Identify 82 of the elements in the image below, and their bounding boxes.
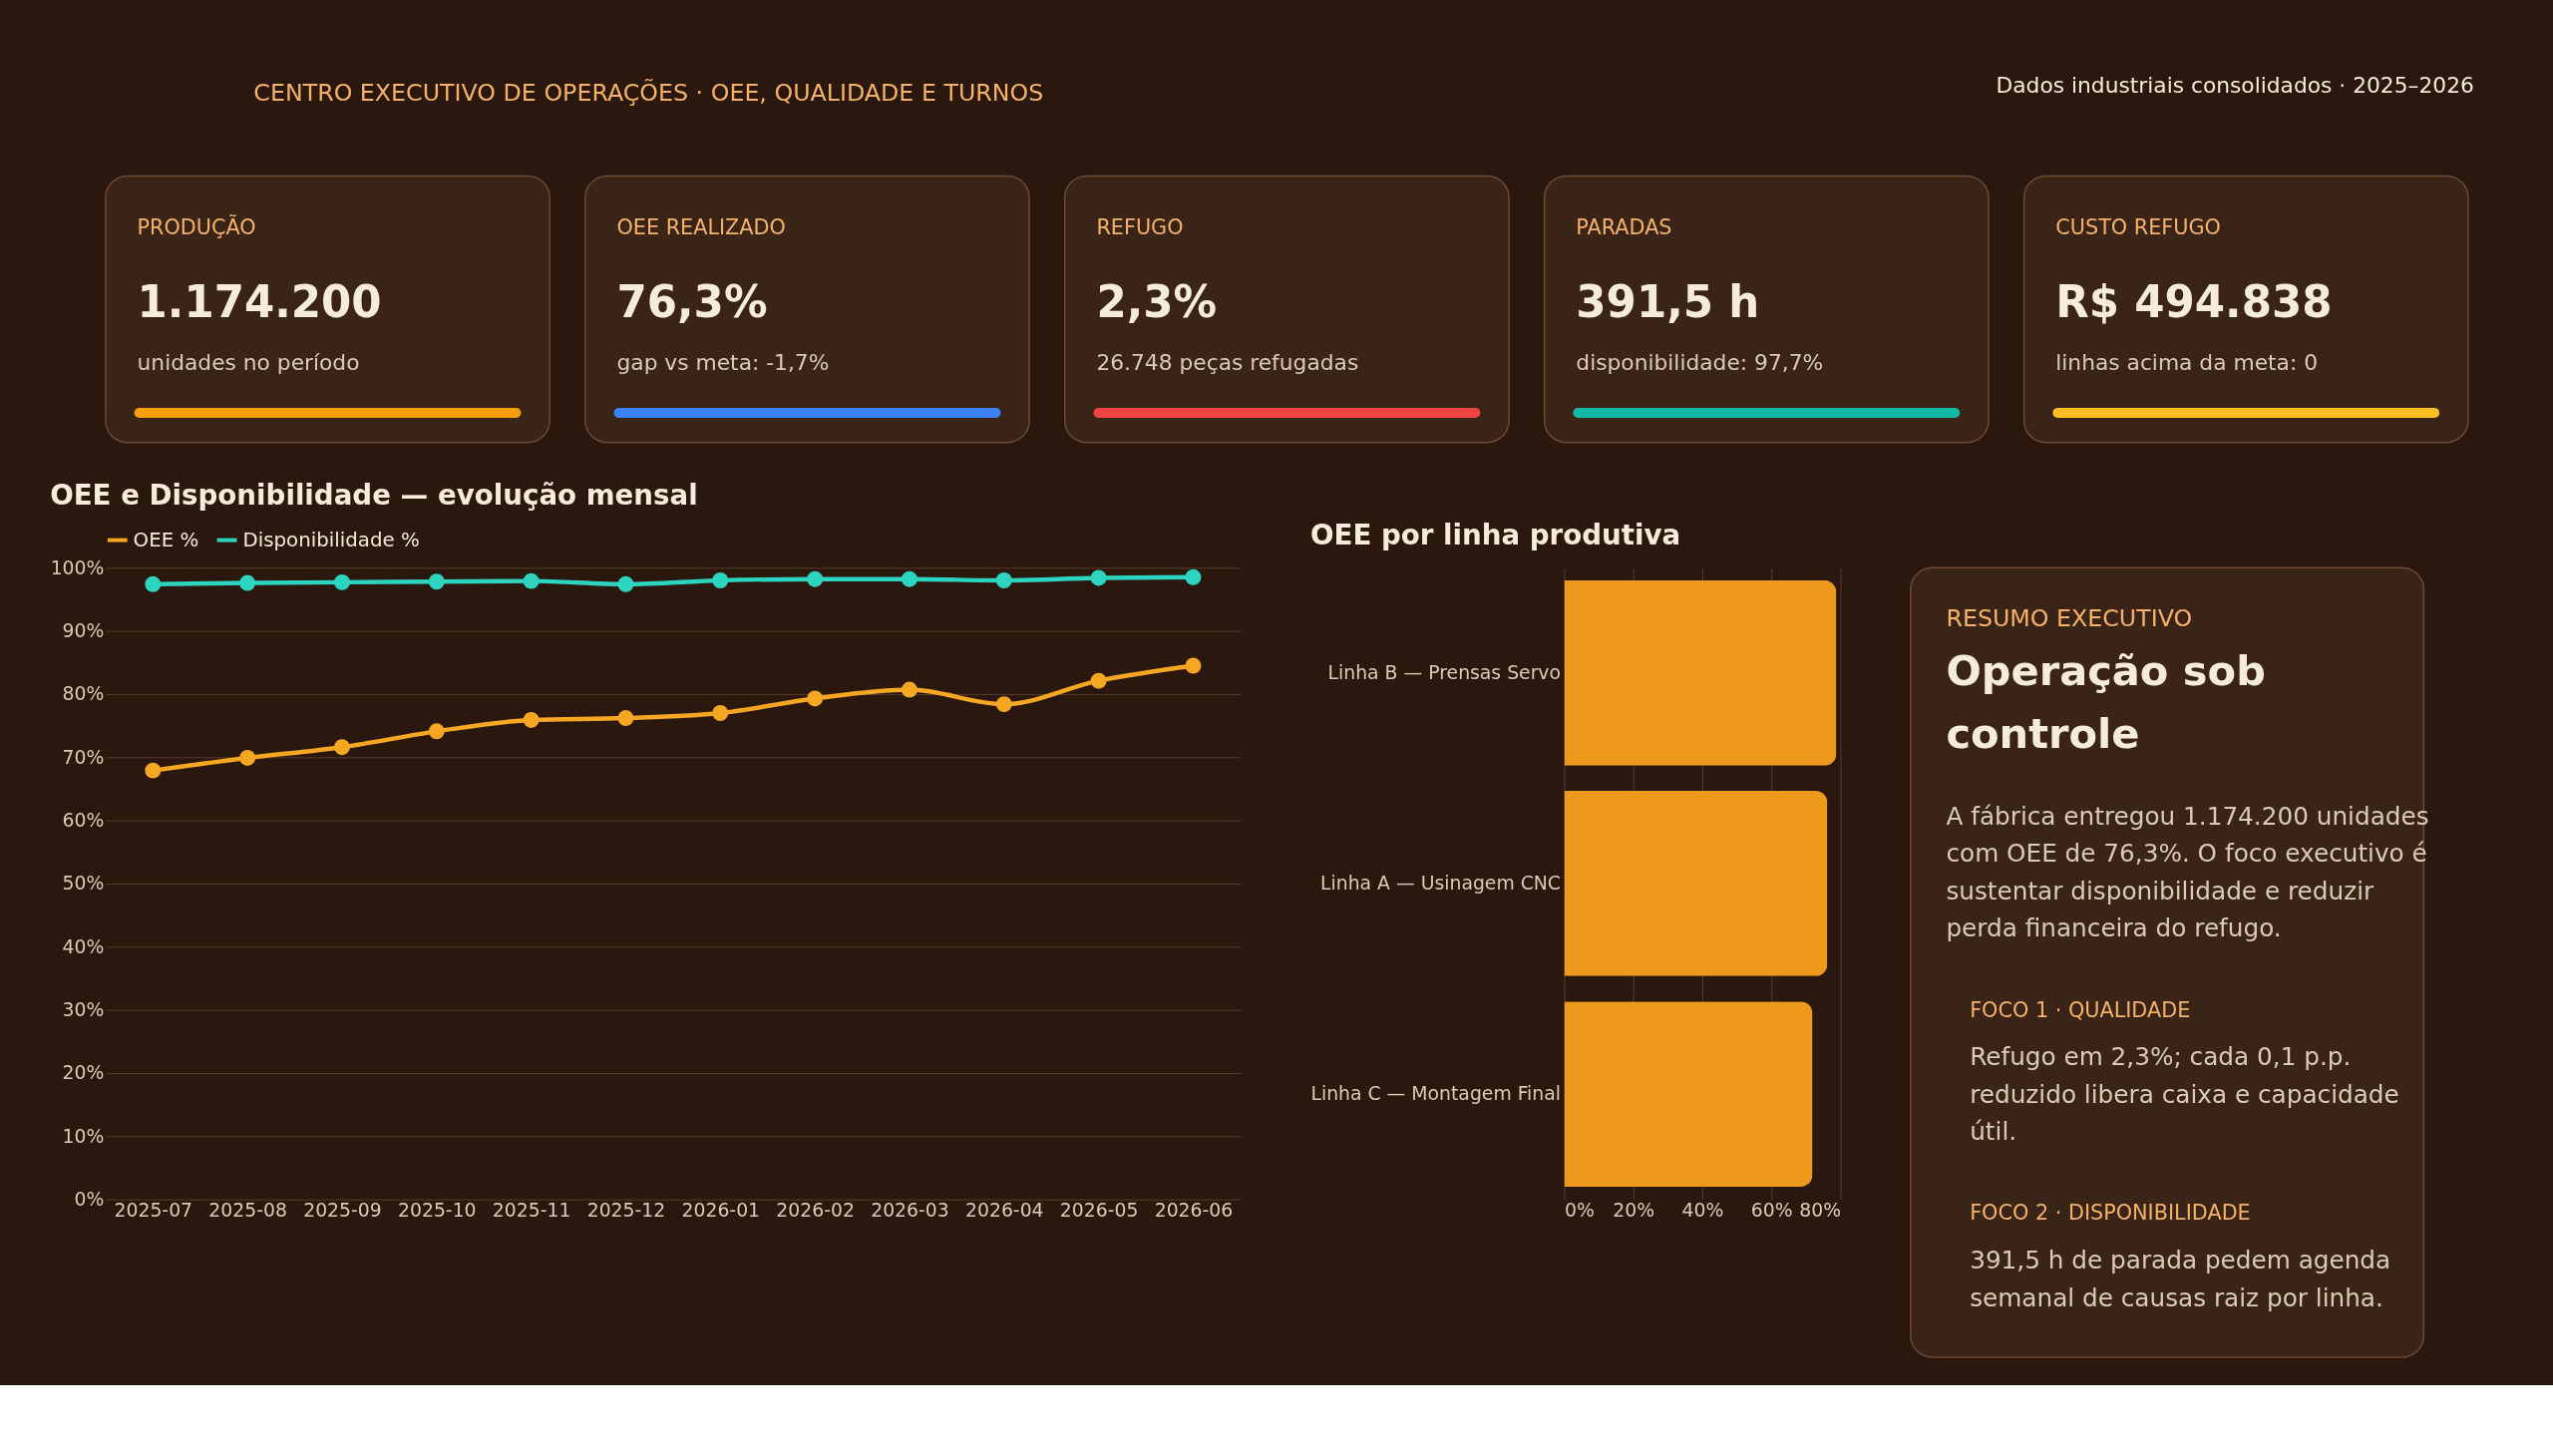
point [807, 570, 824, 587]
text: 2,3% [1096, 276, 1218, 327]
x-tick-label: 2026-03 [871, 1199, 949, 1221]
text: A fábrica entregou 1.174.200 unidades com OEE de 76,3%. O foco executivo é sustentar disponibilidade e reduzir perda financeira do refugo. [1946, 801, 2429, 943]
y-tick-label: Linha B — Prensas Servo [1327, 661, 1561, 683]
text: disponibilidade: 97,7% [1576, 350, 1824, 376]
point [239, 749, 256, 766]
x-tick-label: 2026-06 [1154, 1199, 1234, 1221]
point [901, 570, 917, 587]
chart-title: OEE e Disponibilidade — evolução mensal [50, 478, 698, 512]
point [617, 575, 634, 592]
x-tick-label: 2025-09 [303, 1199, 382, 1221]
text: linhas acima da meta: 0 [2055, 350, 2318, 376]
y-tick-label: 80% [62, 683, 105, 705]
text: R$ 494.838 [2055, 276, 2333, 327]
point [712, 572, 729, 588]
point [995, 572, 1012, 588]
point [333, 739, 350, 756]
x-tick-label: 40% [1681, 1199, 1724, 1221]
text: PRODUÇÃO [137, 212, 256, 239]
x-tick-label: 2025-08 [208, 1199, 287, 1221]
x-tick-label: 2025-07 [114, 1199, 193, 1221]
x-tick-label: 2026-04 [965, 1199, 1044, 1221]
text: Dados industriais consolidados · 2025–2026 [1996, 73, 2474, 99]
y-tick-label: 40% [62, 935, 105, 957]
y-tick-label: 30% [62, 999, 105, 1021]
y-tick-label: 50% [62, 873, 105, 895]
y-tick-label: 90% [62, 620, 105, 642]
point [145, 575, 162, 592]
x-tick-label: 2026-05 [1059, 1199, 1139, 1221]
text: CENTRO EXECUTIVO DE OPERAÇÕES · OEE, QUALIDADE E TURNOS [253, 78, 1044, 108]
y-tick-label: Linha A — Usinagem CNC [1320, 872, 1561, 894]
text: Operação sob controle [1946, 646, 2266, 759]
x-tick-label: 20% [1613, 1199, 1655, 1221]
x-tick-label: 2025-11 [492, 1199, 571, 1221]
legend-label: OEE % [133, 528, 199, 551]
text: 26.748 peças refugadas [1096, 350, 1359, 376]
point [428, 573, 445, 590]
x-tick-label: 2026-02 [776, 1199, 855, 1221]
text: 1.174.200 [137, 276, 382, 327]
x-tick-label: 60% [1750, 1199, 1793, 1221]
point [239, 574, 256, 591]
text: 391,5 h de parada pedem agenda semanal de causas raiz por linha. [1970, 1245, 2391, 1312]
point [145, 762, 162, 779]
point [523, 711, 540, 728]
point [995, 696, 1012, 713]
point [1090, 569, 1107, 586]
point [1185, 568, 1202, 585]
text: FOCO 2 · DISPONIBILIDADE [1970, 1201, 2251, 1226]
y-tick-label: Linha C — Montagem Final [1310, 1083, 1561, 1105]
point [523, 572, 540, 589]
x-tick-label: 2025-10 [398, 1199, 477, 1221]
point [617, 710, 634, 727]
text: PARADAS [1576, 214, 1672, 239]
y-tick-label: 60% [62, 810, 105, 832]
text: OEE REALIZADO [616, 214, 786, 239]
chart-title: OEE por linha produtiva [1309, 518, 1681, 551]
text: gap vs meta: -1,7% [616, 350, 830, 376]
y-tick-label: 100% [50, 556, 105, 578]
legend-label: Disponibilidade % [242, 528, 420, 551]
point [712, 705, 729, 721]
y-tick-label: 70% [62, 746, 105, 768]
point [333, 573, 350, 590]
text: CUSTO REFUGO [2055, 214, 2221, 239]
text: unidades no período [137, 350, 360, 376]
x-tick-label: 0% [1564, 1199, 1595, 1221]
y-tick-label: 20% [62, 1062, 105, 1084]
point [1185, 657, 1202, 674]
y-tick-label: 10% [62, 1125, 105, 1147]
text: RESUMO EXECUTIVO [1946, 603, 2193, 632]
x-tick-label: 2025-12 [586, 1199, 666, 1221]
x-tick-label: 80% [1799, 1199, 1842, 1221]
point [807, 690, 824, 707]
text: FOCO 1 · QUALIDADE [1970, 997, 2191, 1022]
point [901, 681, 917, 698]
text: REFUGO [1096, 214, 1184, 239]
text: Refugo em 2,3%; cada 0,1 p.p. reduzido libera caixa e capacidade útil. [1970, 1042, 2399, 1147]
point [1090, 672, 1107, 689]
x-tick-label: 2026-01 [681, 1199, 761, 1221]
text: 391,5 h [1576, 276, 1760, 327]
point [428, 723, 445, 740]
text: 76,3% [616, 276, 768, 327]
